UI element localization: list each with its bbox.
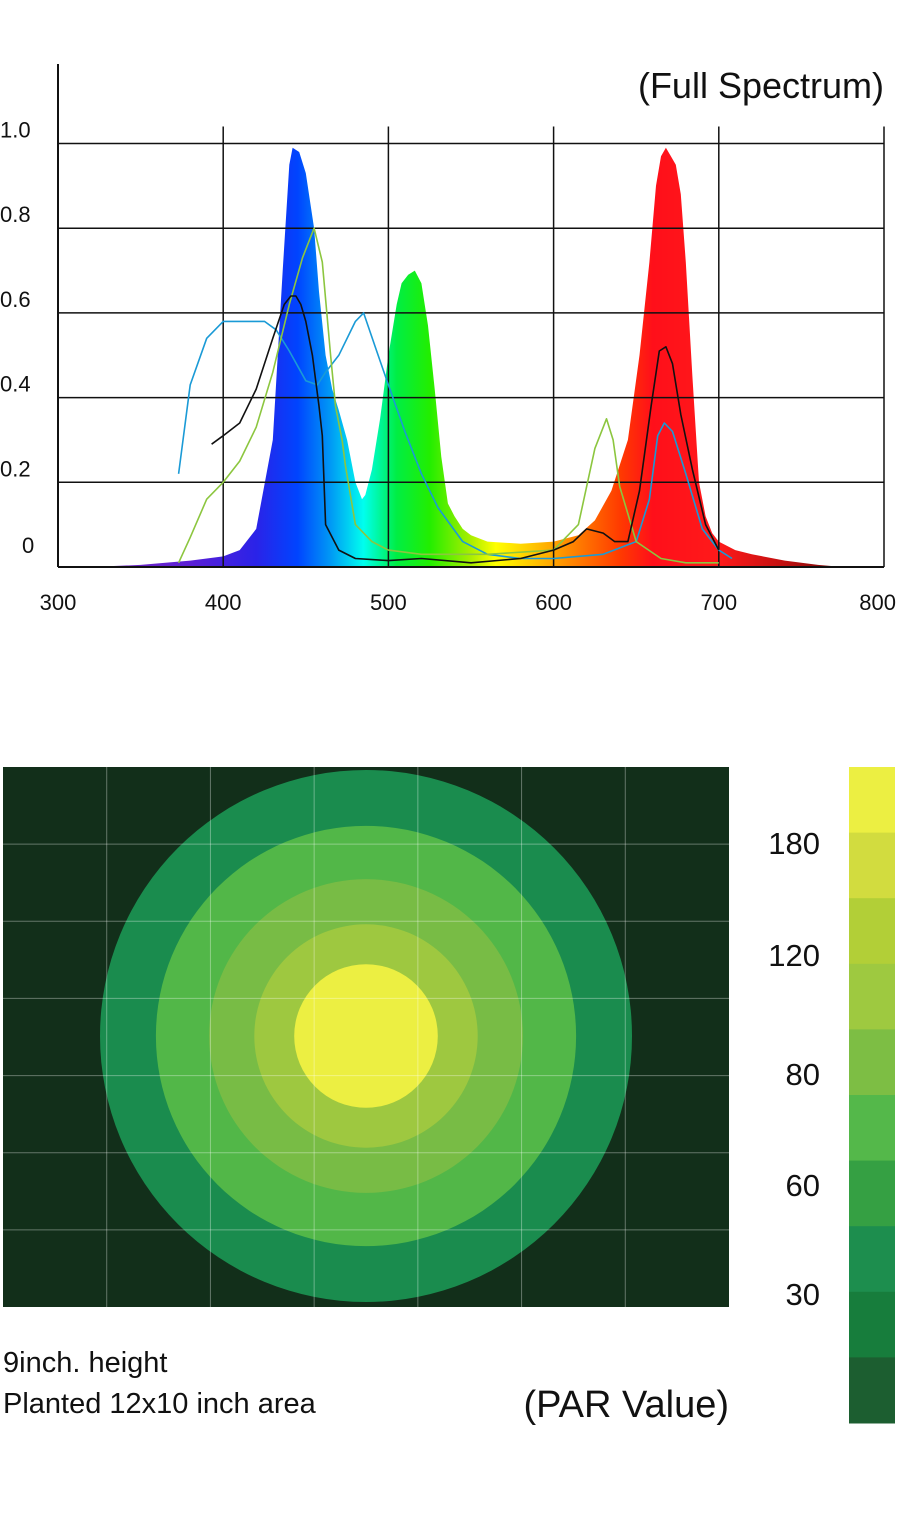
y-tick-label: 0.8 (0, 202, 31, 227)
colorbar-swatch-5 (849, 1029, 895, 1096)
y-tick-label: 0.4 (0, 372, 31, 397)
colorbar-label: 30 (786, 1277, 820, 1312)
y-tick-label: 0.6 (0, 287, 31, 312)
par-heatmap-chart: 180 120 80 60 30 (PAR Value) (3, 767, 895, 1426)
x-tick-label: 800 (859, 590, 896, 615)
heatmap-grid (3, 767, 729, 1307)
x-tick-label: 300 (40, 590, 77, 615)
y-tick-label: 0.2 (0, 456, 31, 481)
spectrum-curve-2 (177, 227, 719, 564)
colorbar-swatch-4 (849, 963, 895, 1030)
chart-grid (58, 126, 885, 567)
caption-height: 9inch. height (3, 1347, 168, 1379)
x-tick-label: 500 (370, 590, 407, 615)
heatmap-rings (100, 770, 632, 1302)
colorbar-swatch-2 (849, 832, 895, 899)
heatmap-ring-5 (294, 964, 438, 1108)
colorbar-swatch-10 (849, 1357, 895, 1424)
x-tick-label: 400 (205, 590, 242, 615)
colorbar-label: 60 (786, 1168, 820, 1203)
colorbar-swatch-7 (849, 1160, 895, 1227)
colorbar (849, 767, 895, 1424)
chart-title: (Full Spectrum) (638, 65, 884, 106)
colorbar-swatch-9 (849, 1291, 895, 1358)
par-title: (PAR Value) (523, 1384, 729, 1426)
colorbar-swatch-3 (849, 898, 895, 965)
x-tick-label: 600 (535, 590, 572, 615)
colorbar-label: 80 (786, 1057, 820, 1092)
caption-area: Planted 12x10 inch area (3, 1388, 316, 1420)
y-tick-label: 0 (22, 533, 34, 558)
y-tick-label: 1.0 (0, 118, 31, 143)
spectrum-chart: 300 400 500 600 700 800 0 0.2 0.4 0.6 0.8 1.0 (Full… (0, 64, 896, 616)
spectrum-curve-1 (177, 312, 733, 560)
colorbar-label: 120 (768, 938, 820, 973)
chart-axes (57, 64, 884, 568)
chart-curves (177, 227, 733, 564)
colorbar-label: 180 (768, 826, 820, 861)
colorbar-swatch-8 (849, 1226, 895, 1293)
x-tick-label: 700 (700, 590, 737, 615)
spectrum-curve-3 (211, 295, 720, 564)
colorbar-swatch-1 (849, 767, 895, 834)
colorbar-swatch-6 (849, 1095, 895, 1162)
colorbar-labels: 180 120 80 60 30 (768, 826, 820, 1312)
chart-tick-labels: 300 400 500 600 700 800 0 0.2 0.4 0.6 0.8 1.0 (0, 118, 896, 616)
